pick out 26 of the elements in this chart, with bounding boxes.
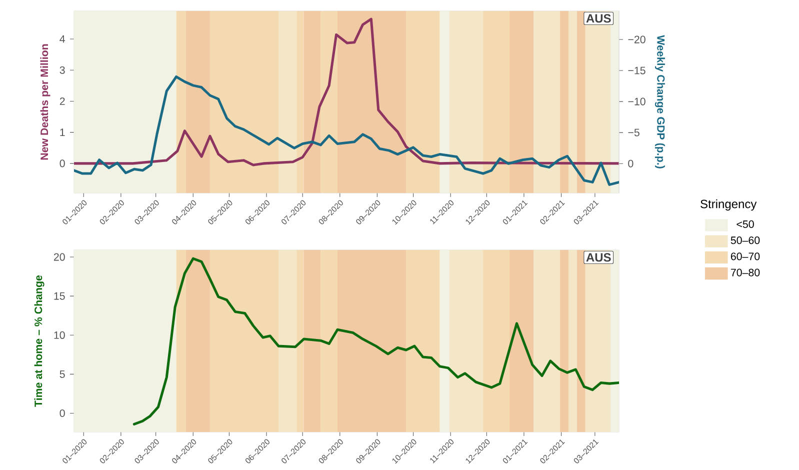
y2-tick-label: −10 (628, 98, 646, 106)
y-tick-label: 0 (60, 160, 65, 168)
legend-title: Stringency (700, 199, 757, 211)
y2-tick-label: 0 (628, 160, 634, 168)
y-tick-label: 0 (60, 409, 65, 418)
y-tick-label: 15 (54, 292, 65, 300)
y2-tick-label: −15 (628, 66, 646, 74)
legend-label: <50 (736, 220, 754, 228)
y-tick-label: 5 (60, 370, 65, 378)
y-tick-label: 20 (54, 253, 65, 261)
y-tick-label: 4 (60, 35, 65, 43)
y2-tick-label: −5 (628, 128, 640, 136)
y-tick-label: 10 (54, 331, 65, 339)
y-tick-label: 3 (60, 66, 65, 74)
y-tick-label: 1 (60, 128, 65, 136)
legend-label: 50–60 (730, 236, 760, 244)
y2-tick-label: −20 (628, 36, 646, 44)
y2-axis-title: Weekly Change GDP (p.p.) (654, 35, 665, 168)
y-axis-title: New Deaths per Million (40, 44, 50, 160)
line-series (74, 75, 619, 186)
annotation: AUS (586, 253, 611, 262)
legend-label: 60–70 (730, 252, 760, 260)
annotation: AUS (586, 14, 611, 23)
y-axis-title: Time at home – % Change (34, 275, 44, 407)
y-tick-label: 2 (60, 97, 65, 105)
legend-label: 70–80 (730, 268, 760, 276)
